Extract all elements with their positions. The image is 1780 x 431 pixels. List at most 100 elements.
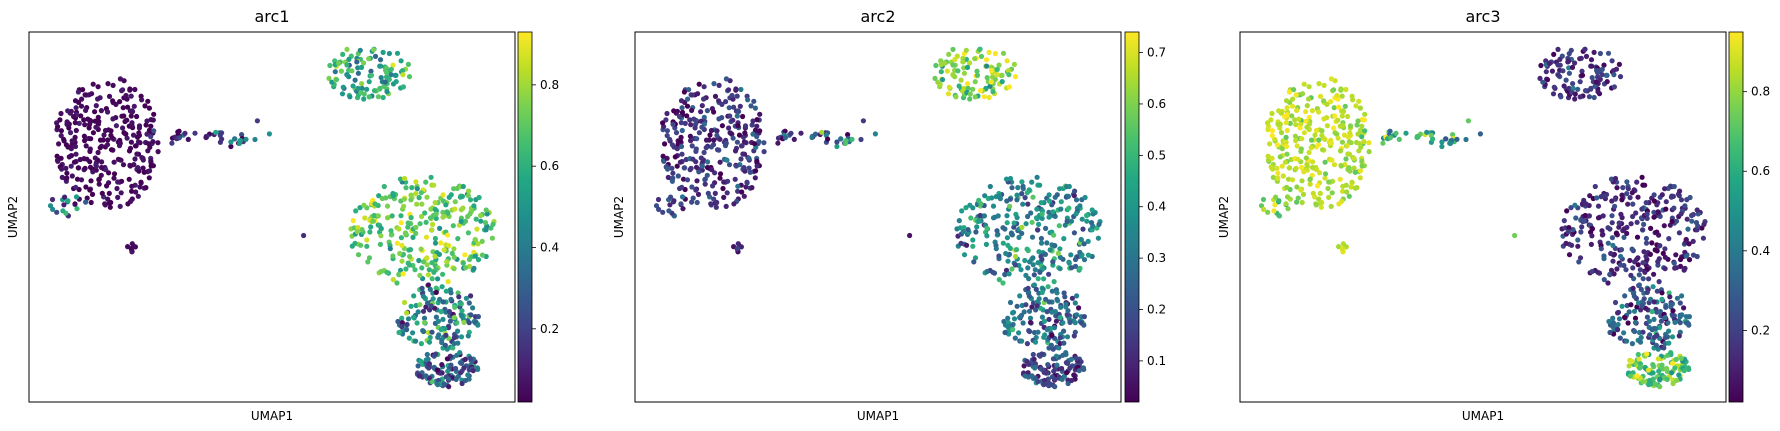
data-point [61, 136, 67, 142]
data-point [1303, 155, 1309, 161]
data-point [344, 72, 351, 78]
data-point [117, 99, 123, 105]
data-point [1025, 201, 1031, 207]
data-point [1681, 305, 1687, 311]
data-point [451, 266, 457, 272]
data-point [111, 171, 118, 177]
data-point [907, 232, 913, 239]
data-point [375, 213, 381, 219]
data-point [85, 116, 91, 122]
data-point [1661, 345, 1667, 351]
data-point [1005, 242, 1011, 248]
data-point [445, 368, 451, 374]
data-point [347, 94, 353, 100]
data-point [390, 193, 396, 199]
data-point [1043, 296, 1049, 302]
data-point [475, 322, 481, 328]
data-point [1600, 213, 1606, 219]
data-point [1062, 294, 1068, 300]
data-point [1004, 58, 1010, 64]
data-point [416, 373, 422, 379]
data-point [1046, 209, 1052, 215]
data-point [1659, 290, 1665, 296]
data-point [1612, 196, 1618, 202]
data-point [1638, 307, 1644, 313]
data-point [1643, 200, 1649, 206]
data-point [151, 128, 157, 134]
data-point [994, 72, 1000, 78]
data-point [429, 379, 435, 385]
data-point [1629, 358, 1635, 364]
data-point [128, 113, 134, 119]
data-point [418, 358, 424, 364]
data-point [460, 260, 466, 266]
data-point [455, 236, 461, 242]
data-point [1013, 253, 1019, 260]
data-point [113, 101, 119, 107]
data-point [104, 142, 111, 148]
data-point [705, 159, 711, 165]
data-point [1072, 320, 1078, 326]
data-point [144, 131, 150, 137]
data-point [1577, 56, 1583, 62]
data-point [439, 284, 445, 290]
data-point [73, 194, 80, 200]
data-point [1354, 185, 1360, 191]
data-point [408, 192, 414, 198]
data-point [1052, 243, 1058, 249]
data-point [1582, 88, 1589, 94]
data-point [78, 113, 84, 119]
data-point [1073, 355, 1079, 361]
data-point [711, 109, 717, 115]
data-point [433, 351, 439, 357]
data-point [1283, 143, 1290, 150]
data-point [1589, 233, 1595, 239]
data-point [58, 128, 64, 134]
data-point [798, 130, 804, 136]
data-point [961, 85, 967, 91]
data-point [1651, 192, 1657, 198]
data-point [1651, 209, 1657, 215]
data-point [1579, 68, 1585, 74]
data-point [1355, 131, 1361, 137]
data-point [1621, 330, 1627, 336]
data-point [1630, 201, 1636, 207]
colorbar-tick-label: 0.8 [540, 78, 559, 92]
data-point [1282, 114, 1288, 120]
data-point [64, 121, 70, 127]
data-point [1686, 257, 1693, 263]
data-point [101, 132, 107, 138]
data-point [64, 170, 70, 176]
data-point [788, 130, 794, 136]
data-point [1350, 97, 1356, 103]
data-point [459, 193, 465, 199]
data-point [68, 146, 74, 152]
data-point [1354, 122, 1360, 128]
data-point [731, 244, 737, 250]
data-point [106, 190, 112, 196]
data-point [140, 155, 146, 161]
data-point [996, 193, 1003, 199]
data-point [1591, 94, 1597, 101]
data-point [726, 162, 733, 168]
data-point [1078, 236, 1084, 243]
data-point [387, 246, 393, 252]
data-point [438, 309, 444, 315]
data-point [714, 132, 720, 138]
data-point [994, 66, 1000, 72]
data-point [1588, 57, 1595, 63]
data-point [1570, 227, 1576, 233]
data-point [148, 134, 154, 140]
data-point [690, 195, 696, 201]
data-point [1061, 340, 1067, 346]
data-point [1566, 252, 1573, 258]
data-point [396, 271, 402, 277]
data-point [716, 82, 722, 88]
data-point [111, 159, 117, 165]
data-point [1265, 209, 1271, 215]
data-point [1330, 178, 1336, 184]
data-point [1544, 77, 1551, 83]
data-point [732, 148, 739, 154]
data-point [399, 68, 406, 74]
